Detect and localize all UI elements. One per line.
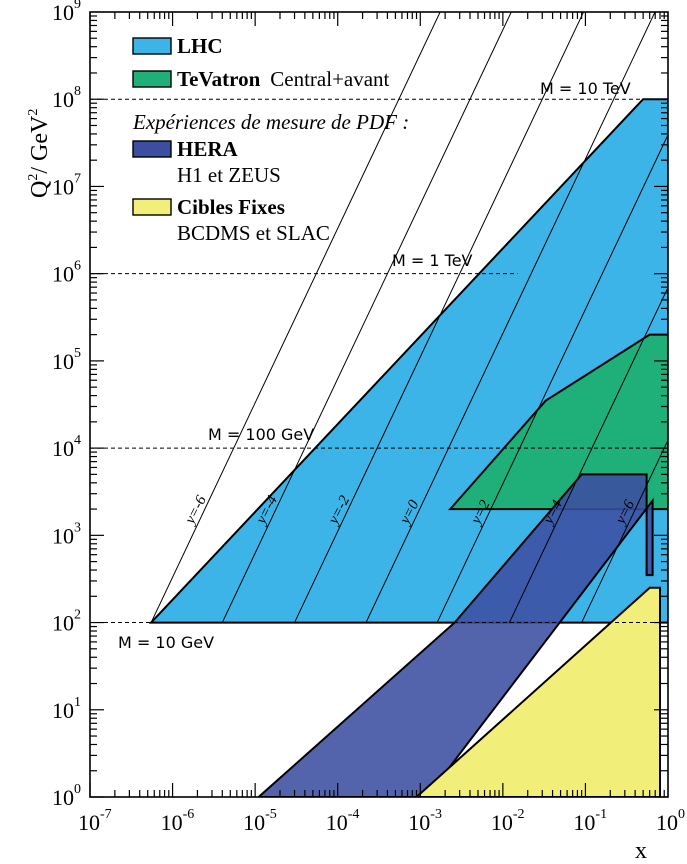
y-axis-title-rest: / GeV xyxy=(27,115,53,174)
mass-label-m-100-gev: M = 100 GeV xyxy=(208,425,314,444)
axis-tick-labels: 10-7 10-6 10-5 10-4 10-3 10-2 10-1 100 100 101 102… xyxy=(52,0,685,835)
y-tick-label-1: 101 xyxy=(52,695,81,723)
rapidity-line-y-0 xyxy=(365,12,656,623)
y-tick-label-9: 109 xyxy=(52,0,81,25)
mass-label-m-10-gev: M = 10 GeV xyxy=(118,633,214,652)
x-tick-label-7: 100 xyxy=(656,807,685,835)
mass-label-m-10-tev: M = 10 TeV xyxy=(540,79,631,98)
rapidity-line-y-4 xyxy=(221,12,512,623)
y-axis-title: Q2/ GeV2 xyxy=(26,109,53,198)
legend-swatch-tevatron xyxy=(132,70,172,88)
y-tick-label-6: 106 xyxy=(52,259,81,287)
region-cibles-fixes xyxy=(415,586,661,797)
legend-swatch-fixed-target xyxy=(132,198,172,216)
rapidity-line-y-6 xyxy=(150,12,441,623)
legend: LHC TeVatron Central+avant Expériences d… xyxy=(132,34,409,245)
y-tick-label-3: 103 xyxy=(52,520,81,548)
legend-note-hera: H1 et ZEUS xyxy=(177,163,281,187)
rapidity-label-y-6: y=-6 xyxy=(181,493,210,529)
rapidity-line-y-6 xyxy=(581,439,668,623)
y-tick-label-0: 100 xyxy=(52,782,81,810)
region-hera xyxy=(257,473,654,797)
legend-label-hera: HERA xyxy=(177,137,239,161)
x-tick-label-5: 10-2 xyxy=(491,807,525,835)
mass-label-m-1-tev: M = 1 TeV xyxy=(392,251,473,270)
y-tick-label-8: 108 xyxy=(52,84,81,112)
y-axis-title-sup: 2 xyxy=(26,174,41,181)
x-tick-label-2: 10-5 xyxy=(243,807,277,835)
y-tick-label-7: 107 xyxy=(52,171,81,199)
y-tick-label-4: 104 xyxy=(52,433,81,461)
legend-note-fixed-target: BCDMS et SLAC xyxy=(177,221,330,245)
rapidity-line-y-2 xyxy=(436,134,668,623)
legend-label-tevatron: TeVatron Central+avant xyxy=(177,67,390,91)
legend-section-title: Expériences de mesure de PDF : xyxy=(132,110,409,134)
legend-note-tevatron: Central+avant xyxy=(270,67,389,91)
x-tick-label-1: 10-6 xyxy=(161,807,195,835)
y-tick-label-5: 105 xyxy=(52,346,81,374)
rapidity-line-y-4 xyxy=(508,287,668,623)
legend-swatch-hera xyxy=(132,140,172,158)
axis-ticks xyxy=(89,12,668,798)
y-tick-label-2: 102 xyxy=(52,608,81,636)
rapidity-line-y-2 xyxy=(294,12,585,623)
region-layer xyxy=(148,98,668,797)
legend-label-fixed-target: Cibles Fixes xyxy=(177,195,285,219)
x-tick-label-0: 10-7 xyxy=(78,807,112,835)
x-tick-label-6: 10-1 xyxy=(573,807,607,835)
x-tick-label-3: 10-4 xyxy=(326,807,360,835)
mass-lines: M = 10 TeV M = 1 TeV M = 100 GeV M = 10 GeV xyxy=(90,79,668,652)
x-tick-label-4: 10-3 xyxy=(408,807,442,835)
x-axis-title: x xyxy=(635,838,647,864)
y-axis-title-rest-sup: 2 xyxy=(26,109,41,116)
legend-swatch-lhc xyxy=(132,37,172,55)
y-axis-title-main: Q xyxy=(27,181,53,198)
plot-frame xyxy=(89,11,669,798)
legend-label-lhc: LHC xyxy=(177,34,223,58)
legend-name-tevatron: TeVatron xyxy=(177,67,261,91)
